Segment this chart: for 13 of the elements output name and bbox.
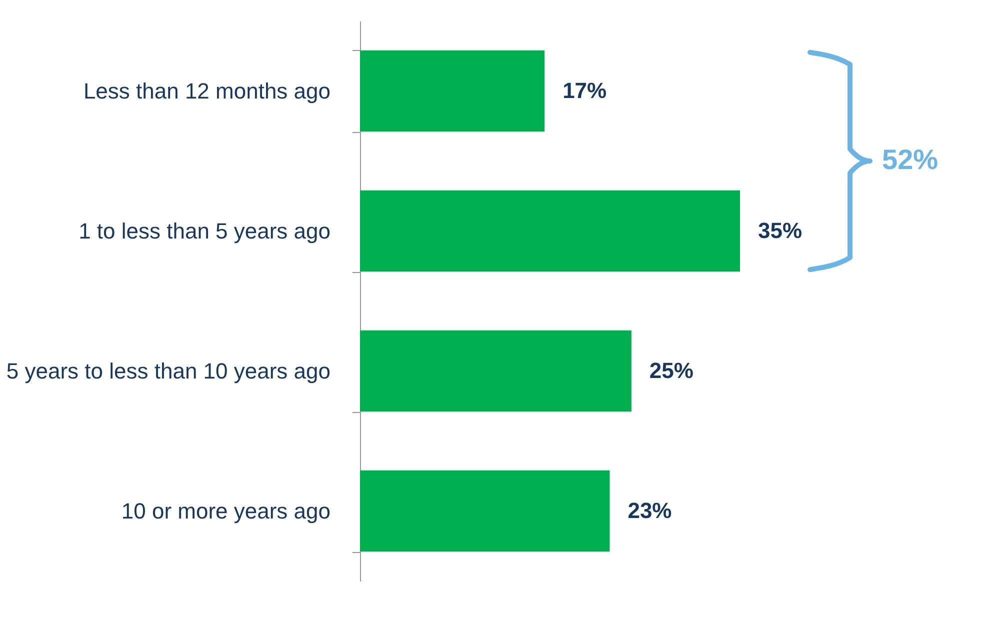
bar [360,190,740,272]
data-label: 17% [562,78,607,103]
y-tick-label: 5 years to less than 10 years ago [6,358,330,384]
y-tick-label: 1 to less than 5 years ago [78,218,330,244]
data-label: 23% [628,498,672,523]
bar [360,330,632,412]
data-label: 35% [758,218,802,243]
y-tick-label: 10 or more years ago [121,498,330,524]
y-tick-label: Less than 12 months ago [83,78,330,104]
data-label: 25% [649,358,694,383]
bar [360,50,545,132]
bar [360,470,610,552]
text: 52% [882,144,938,175]
